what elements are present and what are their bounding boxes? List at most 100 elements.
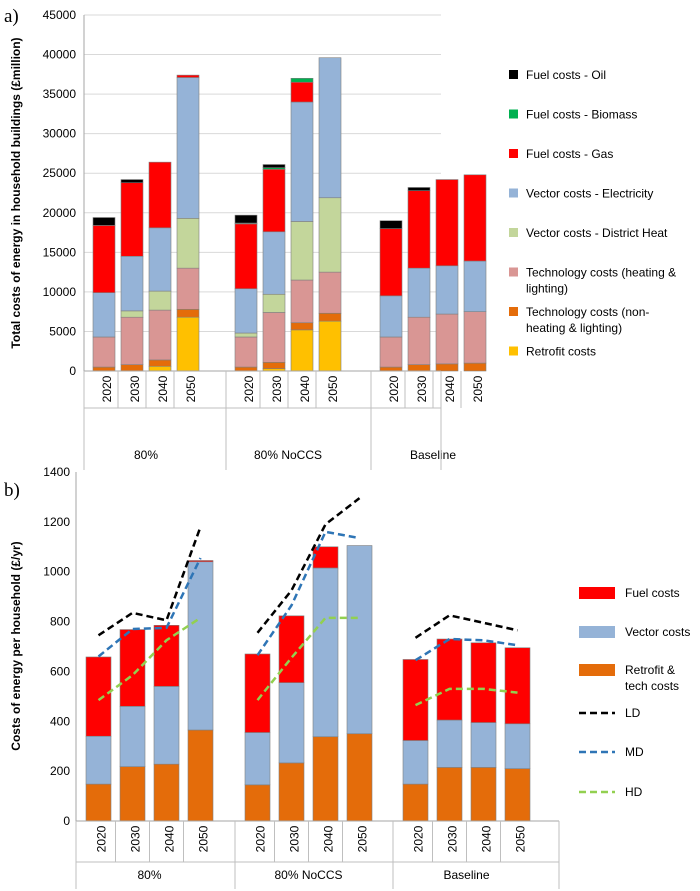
bar-segment: [244, 653, 271, 733]
bar-segment: [504, 647, 531, 725]
bar-segment: [234, 223, 258, 290]
bar-segment: [262, 168, 286, 233]
legend-label: Technology costs (non-: [526, 305, 649, 319]
bar-segment: [148, 227, 172, 292]
bar-segment: [85, 656, 112, 737]
bar-segment: [312, 567, 339, 738]
bar-segment: [262, 231, 286, 295]
legend-label: HD: [625, 785, 643, 799]
bar-segment: [234, 336, 258, 368]
bar-segment: [435, 313, 459, 365]
legend-label: Retrofit &: [625, 663, 675, 677]
legend-label: Vector costs: [625, 625, 690, 639]
series-line-ld: [256, 497, 361, 634]
bar-segment: [402, 740, 429, 785]
legend-swatch: [509, 70, 518, 79]
bar-segment: [187, 560, 214, 563]
bar-segment: [92, 217, 116, 226]
x-tick-label: 2020: [242, 375, 256, 402]
x-tick-label: 2030: [128, 375, 142, 402]
bar-segment: [290, 221, 314, 281]
bar-segment: [463, 362, 487, 372]
bar-segment: [85, 735, 112, 785]
series-line-md: [256, 530, 360, 656]
series-line-ld: [414, 614, 518, 639]
bar-segment: [262, 312, 286, 363]
bar-segment: [290, 101, 314, 222]
legend-label: MD: [625, 745, 644, 759]
group-label: Baseline: [443, 868, 489, 882]
x-tick-label: 2020: [254, 825, 268, 852]
bar-segment: [120, 182, 144, 257]
bar-segment: [435, 363, 459, 372]
bar-segment: [407, 187, 431, 191]
bar-segment: [120, 364, 144, 372]
x-tick-label: 2030: [415, 375, 429, 402]
group-label: 80% NoCCS: [254, 448, 322, 462]
x-tick-label: 2050: [326, 375, 340, 402]
x-tick-label: 2050: [197, 825, 211, 852]
bar-segment: [148, 161, 172, 229]
bar-segment: [318, 57, 342, 199]
bar-segment: [92, 336, 116, 368]
x-tick-label: 2030: [270, 375, 284, 402]
bar-segment: [379, 295, 403, 338]
legend-label: Vector costs - District Heat: [526, 226, 668, 240]
bar-segment: [290, 329, 314, 372]
legend-label: LD: [625, 706, 641, 720]
y-tick-label: 1200: [43, 515, 70, 529]
y-tick-label: 45000: [43, 8, 77, 22]
bar-segment: [148, 359, 172, 367]
bar-segment: [407, 316, 431, 365]
y-tick-label: 0: [63, 814, 70, 828]
bar-segment: [244, 784, 271, 822]
bar-segment: [187, 561, 214, 731]
bar-segment: [318, 197, 342, 273]
x-tick-label: 2040: [322, 825, 336, 852]
bar-segment: [262, 361, 286, 369]
x-tick-label: 2050: [184, 375, 198, 402]
group-label: 80%: [137, 868, 161, 882]
y-tick-label: 25000: [43, 166, 77, 180]
y-tick-label: 15000: [43, 245, 77, 259]
bar-segment: [379, 220, 403, 229]
bar-segment: [379, 228, 403, 297]
legend-swatch: [579, 626, 615, 638]
bar-segment: [234, 366, 258, 372]
x-tick-label: 2020: [412, 825, 426, 852]
legend-swatch: [509, 307, 518, 316]
x-tick-label: 2030: [129, 825, 143, 852]
legend-swatch: [509, 346, 518, 356]
bar-segment: [436, 719, 463, 768]
y-tick-label: 1000: [43, 565, 70, 579]
series-line-md: [414, 637, 518, 662]
bar-segment: [120, 179, 144, 184]
legend-swatch: [509, 228, 518, 237]
bar-segment: [120, 316, 144, 365]
bar-segment: [148, 309, 172, 361]
legend-label: Technology costs (heating &: [526, 266, 676, 280]
x-tick-label: 2030: [446, 825, 460, 852]
bar-segment: [346, 545, 373, 735]
legend-label: Fuel costs - Biomass: [526, 108, 637, 122]
series-line-hd: [414, 687, 518, 707]
legend-swatch: [579, 664, 615, 676]
x-tick-label: 2040: [298, 375, 312, 402]
bar-segment: [176, 74, 200, 78]
bar-segment: [92, 292, 116, 338]
bar-segment: [504, 723, 531, 769]
y-tick-label: 20000: [43, 206, 77, 220]
bar-segment: [435, 179, 459, 267]
bar-segment: [234, 214, 258, 224]
y-tick-label: 1400: [43, 465, 70, 479]
legend-label: Fuel costs: [625, 586, 680, 600]
bar-segment: [176, 316, 200, 372]
bar-segment: [119, 766, 146, 822]
group-label: Baseline: [410, 448, 456, 462]
y-axis-label: Total costs of energy in household build…: [9, 37, 23, 348]
x-tick-label: 2030: [288, 825, 302, 852]
bar-segment: [470, 722, 497, 768]
bar-segment: [290, 81, 314, 103]
x-tick-label: 2050: [356, 825, 370, 852]
